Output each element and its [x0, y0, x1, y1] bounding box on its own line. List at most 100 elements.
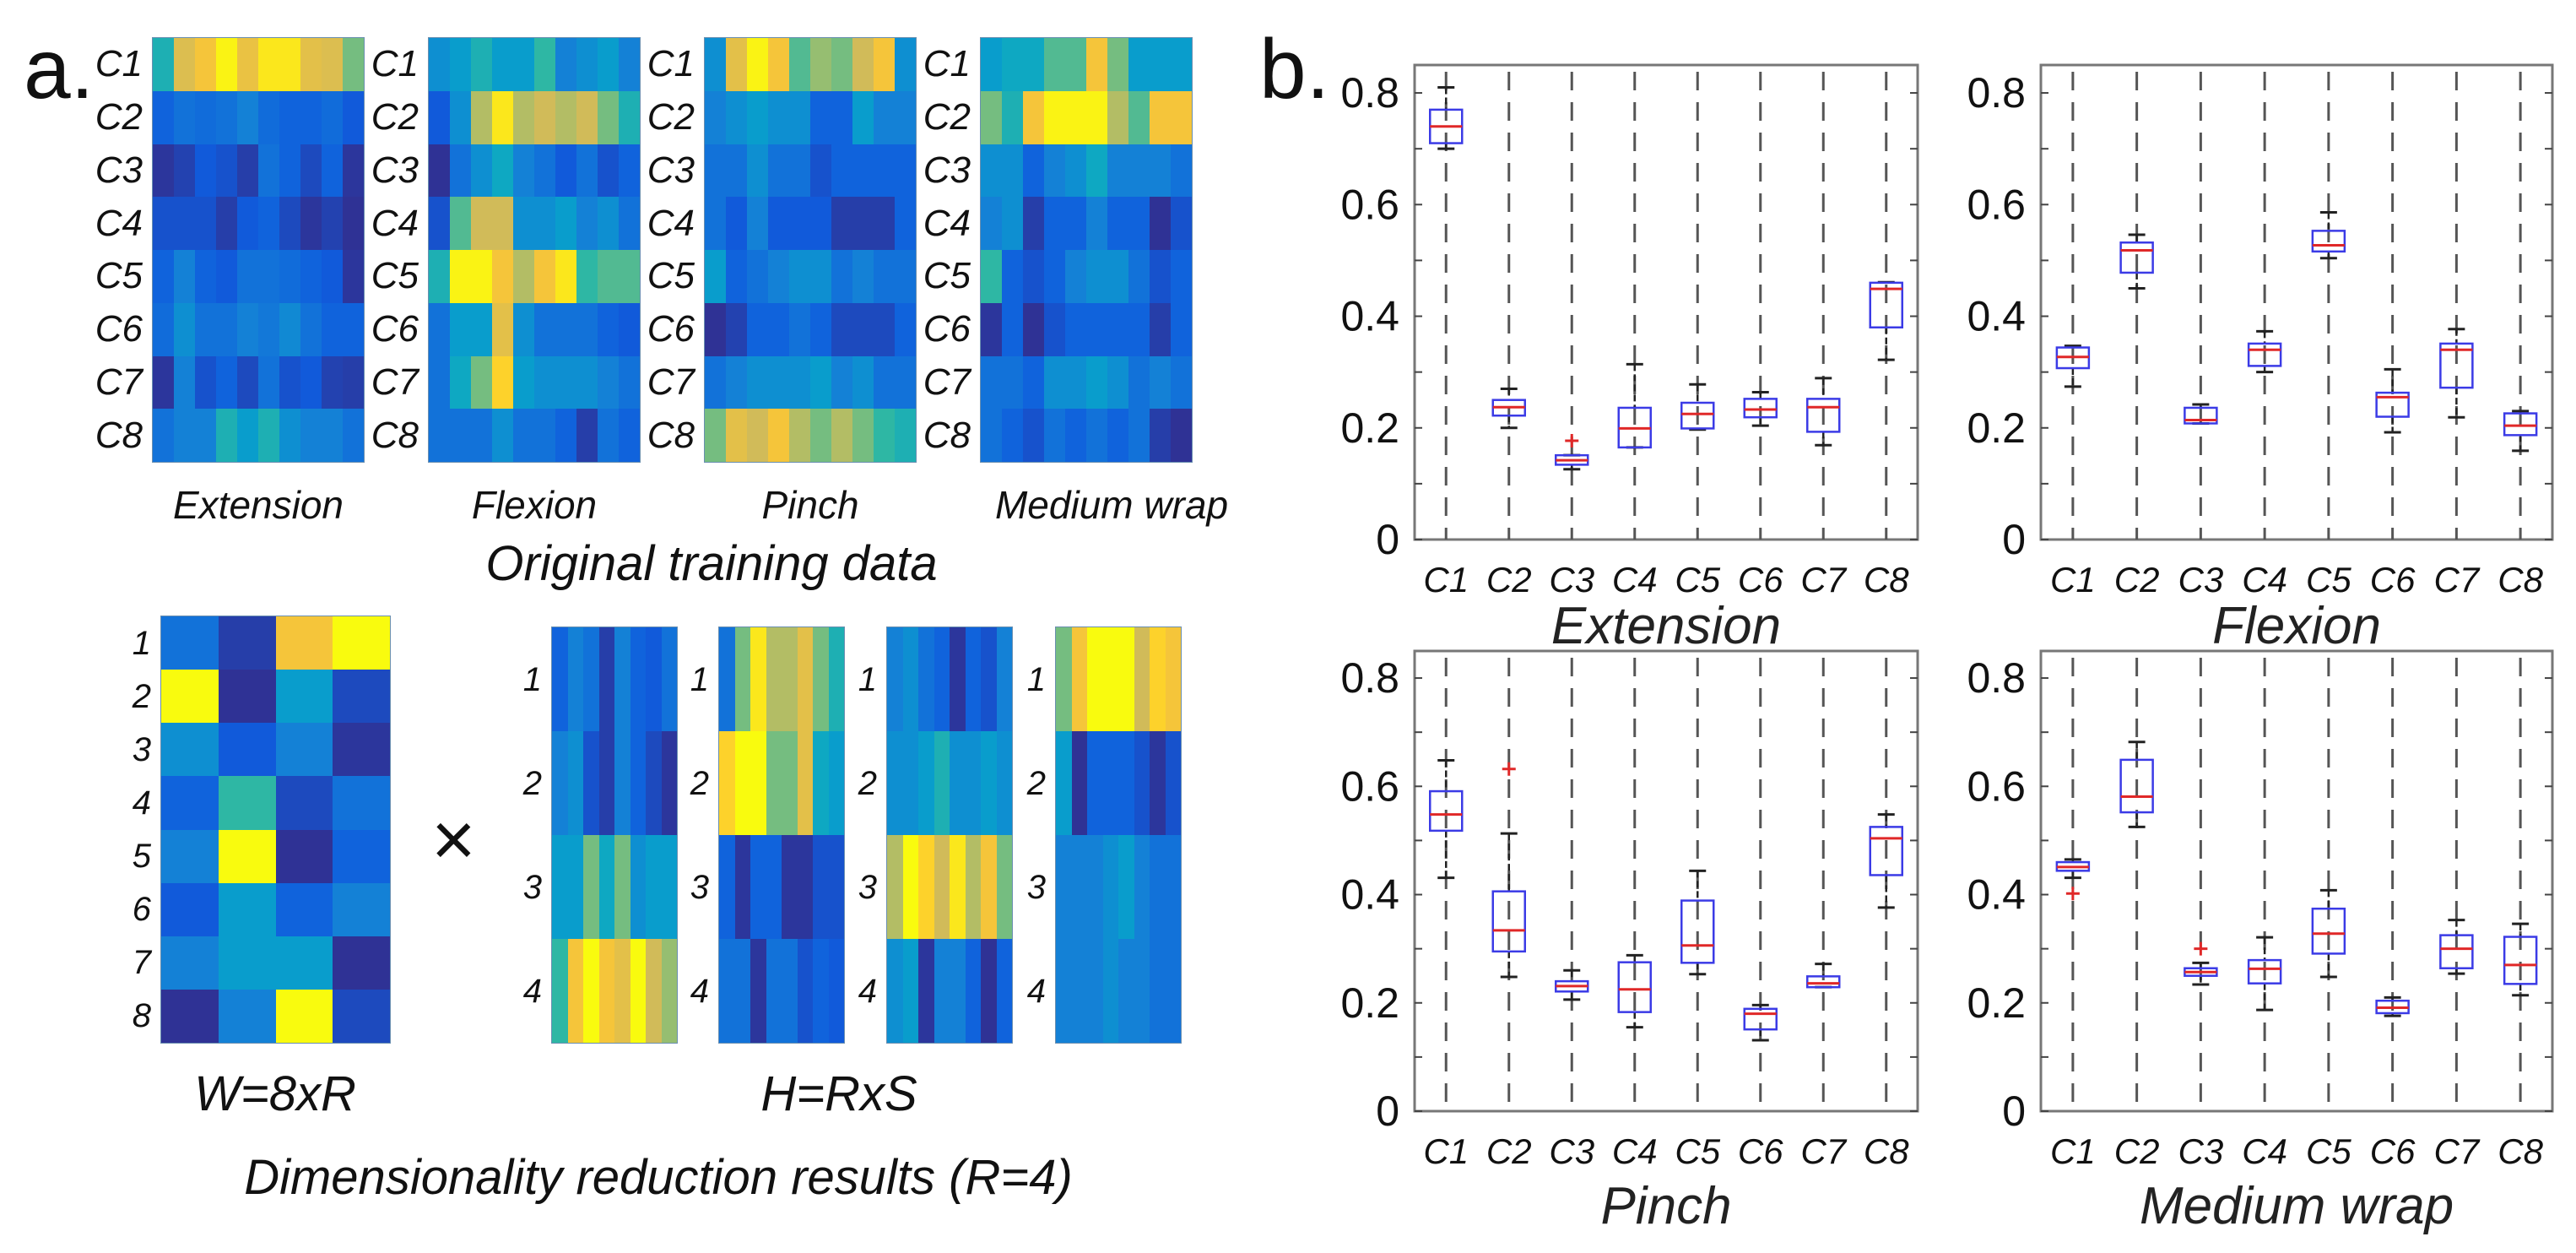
category-label: C6	[1738, 560, 1783, 599]
heatmap-cell	[981, 409, 1002, 462]
heatmap-cell	[874, 409, 895, 462]
box	[2439, 919, 2474, 975]
heatmap-cell	[1086, 409, 1107, 462]
heatmap-cell	[450, 355, 471, 410]
category-label: C5	[1675, 1131, 1720, 1171]
box-iqr	[2184, 406, 2218, 425]
plot-frame	[2039, 649, 2554, 1113]
heatmap-cell	[934, 939, 950, 1043]
heatmap-cell	[153, 197, 174, 250]
boxplot-pinch: 0 0.2 0.4 0.6 0.8 C1 C2 C3 C4 C5 C6 C7 C8 Pinch	[1340, 649, 1919, 1235]
outlier-marker	[1565, 433, 1579, 448]
heatmap-cell	[782, 835, 798, 939]
box	[1680, 869, 1715, 976]
heatmap-cell	[874, 302, 895, 356]
heatmap-cell	[619, 197, 640, 250]
category-label: C3	[2178, 1131, 2224, 1171]
heatmap-cell	[1150, 835, 1166, 939]
box	[2119, 740, 2154, 828]
heatmap-cell	[279, 409, 300, 462]
heatmap-cell	[874, 197, 895, 250]
box-iqr	[2119, 758, 2154, 814]
heatmap-cell	[981, 835, 997, 939]
heatmap-cell	[583, 627, 599, 731]
heatmap-cell	[552, 835, 568, 939]
heatmap-flexion	[429, 38, 640, 462]
heatmap-cell	[322, 38, 343, 91]
heatmap-cell	[598, 90, 619, 144]
heatmap-cell	[895, 250, 916, 303]
heatmap-cell	[918, 627, 934, 731]
category-label: C4	[2242, 560, 2287, 599]
plot-frame	[1413, 649, 1919, 1113]
heatmap-pinch	[705, 38, 916, 462]
heatmap-cell	[1056, 835, 1072, 939]
heatmap-cell	[719, 939, 735, 1043]
heatmap-cell	[174, 144, 195, 198]
heatmap-cell	[1171, 38, 1192, 91]
heatmap-cell	[567, 939, 583, 1043]
box	[1869, 813, 1903, 909]
plot-frame	[2039, 63, 2554, 541]
heatmap-cell	[1107, 38, 1128, 91]
heatmap-cell	[1044, 38, 1065, 91]
heatmap-cell	[275, 936, 333, 990]
heatmap-cell	[965, 731, 981, 835]
heatmap-cell	[782, 627, 798, 731]
heatmap-cell	[726, 302, 747, 356]
heatmap-cell	[734, 835, 750, 939]
heatmap-cell	[534, 250, 555, 303]
box	[1806, 377, 1841, 447]
heatmap-cell	[705, 355, 726, 410]
heatmap-cell	[471, 197, 492, 250]
category-label: C8	[2498, 1131, 2543, 1171]
heatmap-cell	[828, 731, 844, 835]
heatmap-cell	[950, 731, 966, 835]
heatmap-cell	[322, 409, 343, 462]
heatmap-cell	[1086, 90, 1107, 144]
heatmap-row-label: 6	[132, 891, 151, 929]
heatmap-extension	[153, 38, 364, 462]
heatmap-cell	[895, 38, 916, 91]
heatmap-cell	[555, 38, 576, 91]
heatmap-cell	[1128, 409, 1150, 462]
boxplot-title: Medium wrap	[2140, 1177, 2454, 1235]
heatmap-cell	[768, 38, 789, 91]
heatmap-cell	[218, 882, 276, 936]
box-iqr	[2439, 342, 2474, 389]
heatmap-cell	[576, 197, 598, 250]
heatmap-cell	[492, 38, 513, 91]
heatmap-cell	[810, 250, 831, 303]
heatmap-cell	[275, 670, 333, 724]
heatmap-cell	[552, 731, 568, 835]
heatmap-cell	[218, 829, 276, 883]
heatmap-cell	[216, 144, 237, 198]
heatmap-cell	[534, 355, 555, 410]
heatmap-cell	[705, 250, 726, 303]
heatmap-cell	[279, 250, 300, 303]
heatmap-h-matrix-3	[887, 627, 1012, 1043]
heatmap-cell	[216, 409, 237, 462]
heatmap-cell	[887, 731, 903, 835]
heatmap-cell	[719, 731, 735, 835]
heatmap-cell	[810, 302, 831, 356]
heatmap-caption: Medium wrap	[994, 483, 1229, 527]
y-tick-label: 0.2	[1340, 979, 1399, 1027]
y-tick-label: 0	[1376, 1088, 1399, 1135]
heatmap-cell	[583, 835, 599, 939]
heatmap-cell	[797, 835, 813, 939]
y-tick-label: 0	[2002, 1088, 2026, 1135]
heatmap-cell	[450, 197, 471, 250]
heatmap-cell	[174, 409, 195, 462]
heatmap-cell	[450, 409, 471, 462]
heatmap-cell	[981, 355, 1002, 410]
heatmap-cell	[661, 627, 677, 731]
heatmap-cell	[789, 302, 810, 356]
heatmap-cell	[719, 627, 735, 731]
heatmap-cell	[726, 90, 747, 144]
heatmap-cell	[471, 90, 492, 144]
heatmap-row-label: 4	[858, 972, 877, 1010]
heatmap-cell	[275, 829, 333, 883]
box	[1491, 762, 1526, 979]
